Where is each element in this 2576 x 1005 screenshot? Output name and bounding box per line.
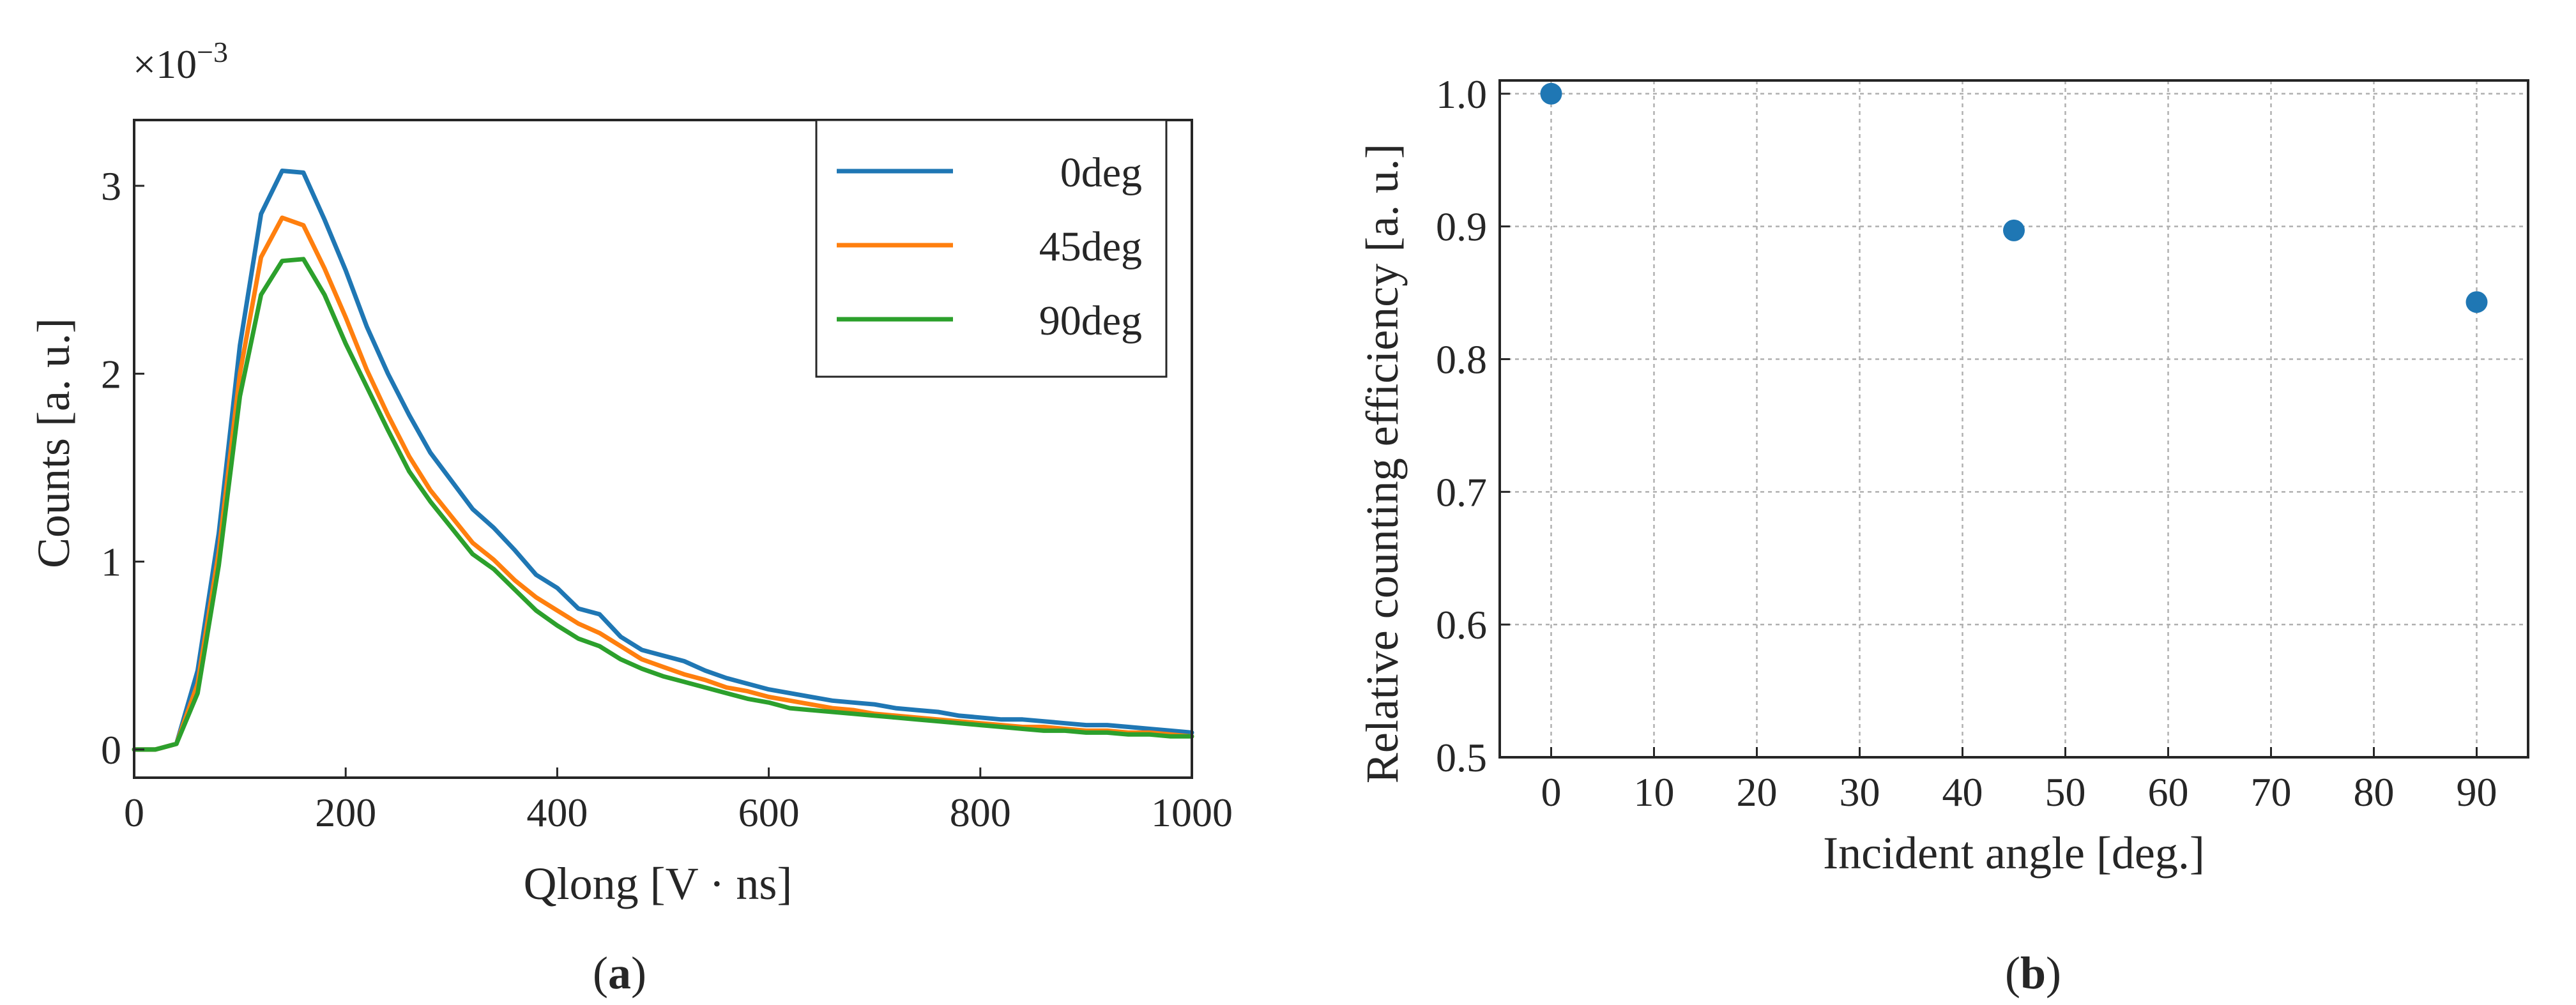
y-multiplier: ×10−3 [133,36,228,87]
data-point [1540,82,1562,105]
y-tick-label-b: 0.5 [1436,735,1487,780]
x-axis-label-a: Qlong [V · ns] [524,858,793,909]
plot-area-a: 0 200 400 600 800 1000 0 1 2 3 0deg 45deg 90deg [101,119,1233,835]
y-tick-label-a: 2 [101,351,121,397]
chart-panel-b: 0 10 20 30 40 50 60 70 80 90 0.5 0.6 0.7 0.8 0.9 1.0 In… [1357,72,2529,999]
y-tick-label-b: 0.6 [1436,602,1487,647]
y-tick-label-a: 1 [101,540,121,585]
data-point [2465,291,2488,314]
legend: 0deg 45deg 90deg [815,119,1168,378]
x-tick-label-b: 40 [1942,769,1983,815]
y-tick-label-b: 0.8 [1436,336,1487,382]
x-tick-label-b: 60 [2148,769,2189,815]
x-tick-label-a: 600 [738,790,800,835]
y-tick-label-a: 0 [101,727,121,773]
y-axis-label-b: Relative counting efficiency [a. u.] [1357,144,1408,783]
legend-box [815,119,1168,378]
chart-panel-a: ×10−3 0 200 400 600 800 1000 0 1 2 3 0deg 45deg 90de… [28,36,1233,999]
x-tick-label-b: 30 [1840,769,1880,815]
y-tick-label-b: 0.7 [1436,469,1487,515]
x-tick-label-b: 90 [2457,769,2497,815]
plot-frame-a [133,119,1193,779]
x-tick-label-a: 400 [526,790,588,835]
x-tick-label-b: 20 [1737,769,1778,815]
series-line-90deg [132,257,1194,752]
x-tick-label-b: 10 [1634,769,1675,815]
plot-area-b: 0 10 20 30 40 50 60 70 80 90 0.5 0.6 0.7 0.8 0.9 1.0 [1436,72,2529,815]
x-tick-label-a: 800 [950,790,1011,835]
y-tick-label-a: 3 [101,163,121,209]
plot-frame-b [1498,79,2529,759]
legend-label-0deg: 0deg [1060,149,1142,196]
x-tick-label-b: 80 [2354,769,2395,815]
y-tick-label-b: 1.0 [1436,72,1487,117]
legend-label-45deg: 45deg [1039,223,1142,270]
x-tick-label-a: 1000 [1151,790,1233,835]
data-point [2003,219,2025,241]
x-tick-label-a: 0 [124,790,144,835]
x-tick-label-a: 200 [315,790,376,835]
legend-label-90deg: 90deg [1039,298,1142,344]
x-axis-label-b: Incident angle [deg.] [1823,827,2205,879]
y-tick-label-b: 0.9 [1436,204,1487,250]
series-line-0deg [132,169,1194,752]
panel-label-b: (b) [2005,948,2061,999]
x-tick-label-b: 70 [2251,769,2292,815]
panel-label-a: (a) [593,948,646,999]
x-tick-label-b: 50 [2045,769,2086,815]
y-axis-label-a: Counts [a. u.] [28,318,79,568]
x-tick-label-b: 0 [1541,769,1562,815]
